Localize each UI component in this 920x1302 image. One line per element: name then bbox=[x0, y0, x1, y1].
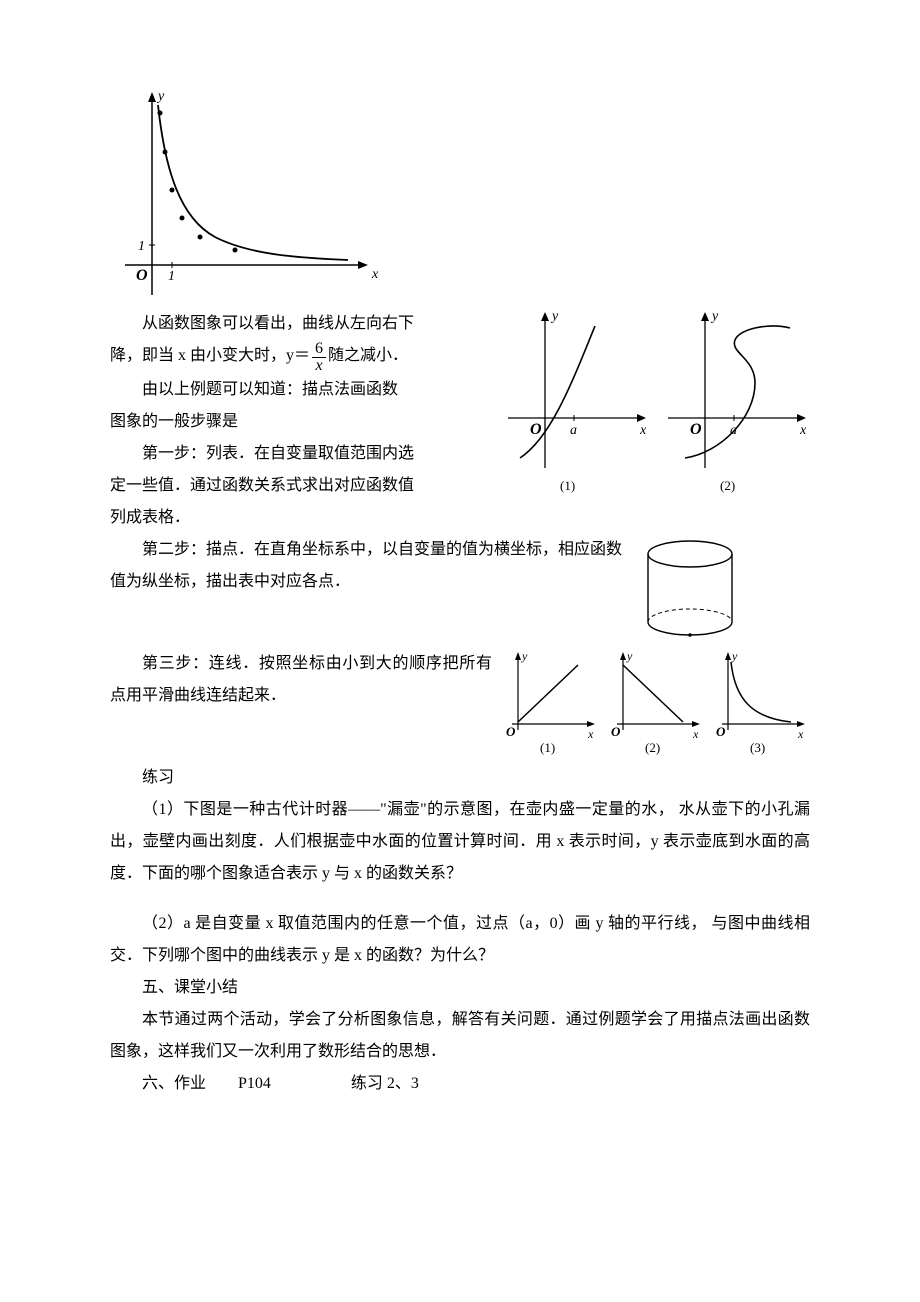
para-11: （1）下图是一种古代计时器——"漏壶"的示意图，在壶内盛一定量的水， 水从壶下的… bbox=[110, 794, 810, 890]
g2-line bbox=[623, 665, 683, 722]
hyperbola-curve bbox=[158, 105, 348, 260]
para3-a: 由以上例题可以知道：描点法画 bbox=[142, 381, 366, 398]
p1-sublabel: (1) bbox=[560, 478, 575, 493]
p2-y-label: y bbox=[710, 309, 719, 324]
p2-curve bbox=[685, 326, 790, 458]
g1-line bbox=[518, 665, 578, 722]
g2-sub: (2) bbox=[645, 740, 660, 755]
axis-x-label: x bbox=[371, 267, 379, 282]
g3-curve bbox=[731, 662, 791, 722]
para1-a: 从函数图象可以看出，曲线从左向 bbox=[142, 315, 382, 332]
data-point bbox=[233, 248, 238, 253]
p2-origin: O bbox=[690, 421, 702, 438]
g1-origin: O bbox=[506, 724, 516, 739]
data-point bbox=[180, 216, 185, 221]
data-point bbox=[163, 150, 168, 155]
data-point bbox=[158, 111, 163, 116]
frac-den: x bbox=[312, 358, 326, 374]
para-14: 本节通过两个活动，学会了分析图象信息，解答有关问题．通过例题学会了用描点法画出函… bbox=[110, 1004, 810, 1068]
g1-sub: (1) bbox=[540, 740, 555, 755]
data-point bbox=[170, 188, 175, 193]
axis-y-label: y bbox=[156, 90, 165, 104]
para-12: （2）a 是自变量 x 取值范围内的任意一个值，过点（a，0）画 y 轴的平行线… bbox=[110, 908, 810, 972]
p2-sublabel: (2) bbox=[720, 478, 735, 493]
fraction-6-over-x: 6x bbox=[312, 341, 326, 374]
g3-sub: (3) bbox=[750, 740, 765, 755]
para2-a: 降，即当 x 由小变大时，y＝ bbox=[110, 347, 310, 364]
para5-a: 第一步：列表．在自变量取值范围 bbox=[142, 445, 382, 462]
para5-b: 内选 bbox=[382, 445, 414, 462]
function-test-svg: y x O a (1) y x O a bbox=[500, 308, 810, 498]
p1-curve bbox=[520, 326, 595, 458]
p1-origin: O bbox=[530, 421, 542, 438]
p1-a-label: a bbox=[570, 423, 577, 438]
y-tick-1: 1 bbox=[138, 239, 145, 254]
g3-x: x bbox=[797, 727, 804, 741]
g3-origin: O bbox=[716, 724, 726, 739]
frac-num: 6 bbox=[312, 341, 326, 358]
g1-y: y bbox=[521, 649, 528, 663]
document-page: y x O 1 1 y x O bbox=[0, 0, 920, 1302]
data-point bbox=[198, 235, 203, 240]
p1-y-label: y bbox=[550, 309, 559, 324]
para-10: 练习 bbox=[110, 762, 810, 794]
cylinder-svg bbox=[630, 534, 750, 644]
para3-b: 函数 bbox=[366, 381, 398, 398]
x-tick-1: 1 bbox=[168, 269, 175, 284]
figure-cylinder bbox=[630, 534, 750, 644]
para-15: 六、作业 P104 练习 2、3 bbox=[110, 1068, 810, 1100]
hyperbola-svg: y x O 1 1 bbox=[110, 90, 390, 300]
three-graphs-svg: O y x (1) O y x (2) bbox=[500, 648, 810, 758]
para2-b: 随之减 bbox=[328, 347, 376, 364]
para6-a: 定一些值．通过函数关系式求出对应函 bbox=[110, 477, 382, 494]
figure-function-test: y x O a (1) y x O a bbox=[500, 308, 810, 498]
para-13: 五、课堂小结 bbox=[110, 972, 810, 1004]
para-7: 列成表格． bbox=[110, 502, 810, 534]
para2-c: 小． bbox=[376, 347, 408, 364]
figure-hyperbola: y x O 1 1 bbox=[110, 90, 810, 300]
para6-b: 数值 bbox=[382, 477, 414, 494]
g3-y: y bbox=[731, 649, 738, 663]
para1-b: 右下 bbox=[382, 315, 414, 332]
g2-x: x bbox=[692, 727, 699, 741]
origin-label: O bbox=[136, 267, 148, 284]
p1-x-label: x bbox=[639, 423, 647, 438]
g2-origin: O bbox=[611, 724, 621, 739]
g2-y: y bbox=[626, 649, 633, 663]
g1-x: x bbox=[587, 727, 594, 741]
p2-x-label: x bbox=[799, 423, 807, 438]
figure-three-graphs: O y x (1) O y x (2) bbox=[500, 648, 810, 758]
